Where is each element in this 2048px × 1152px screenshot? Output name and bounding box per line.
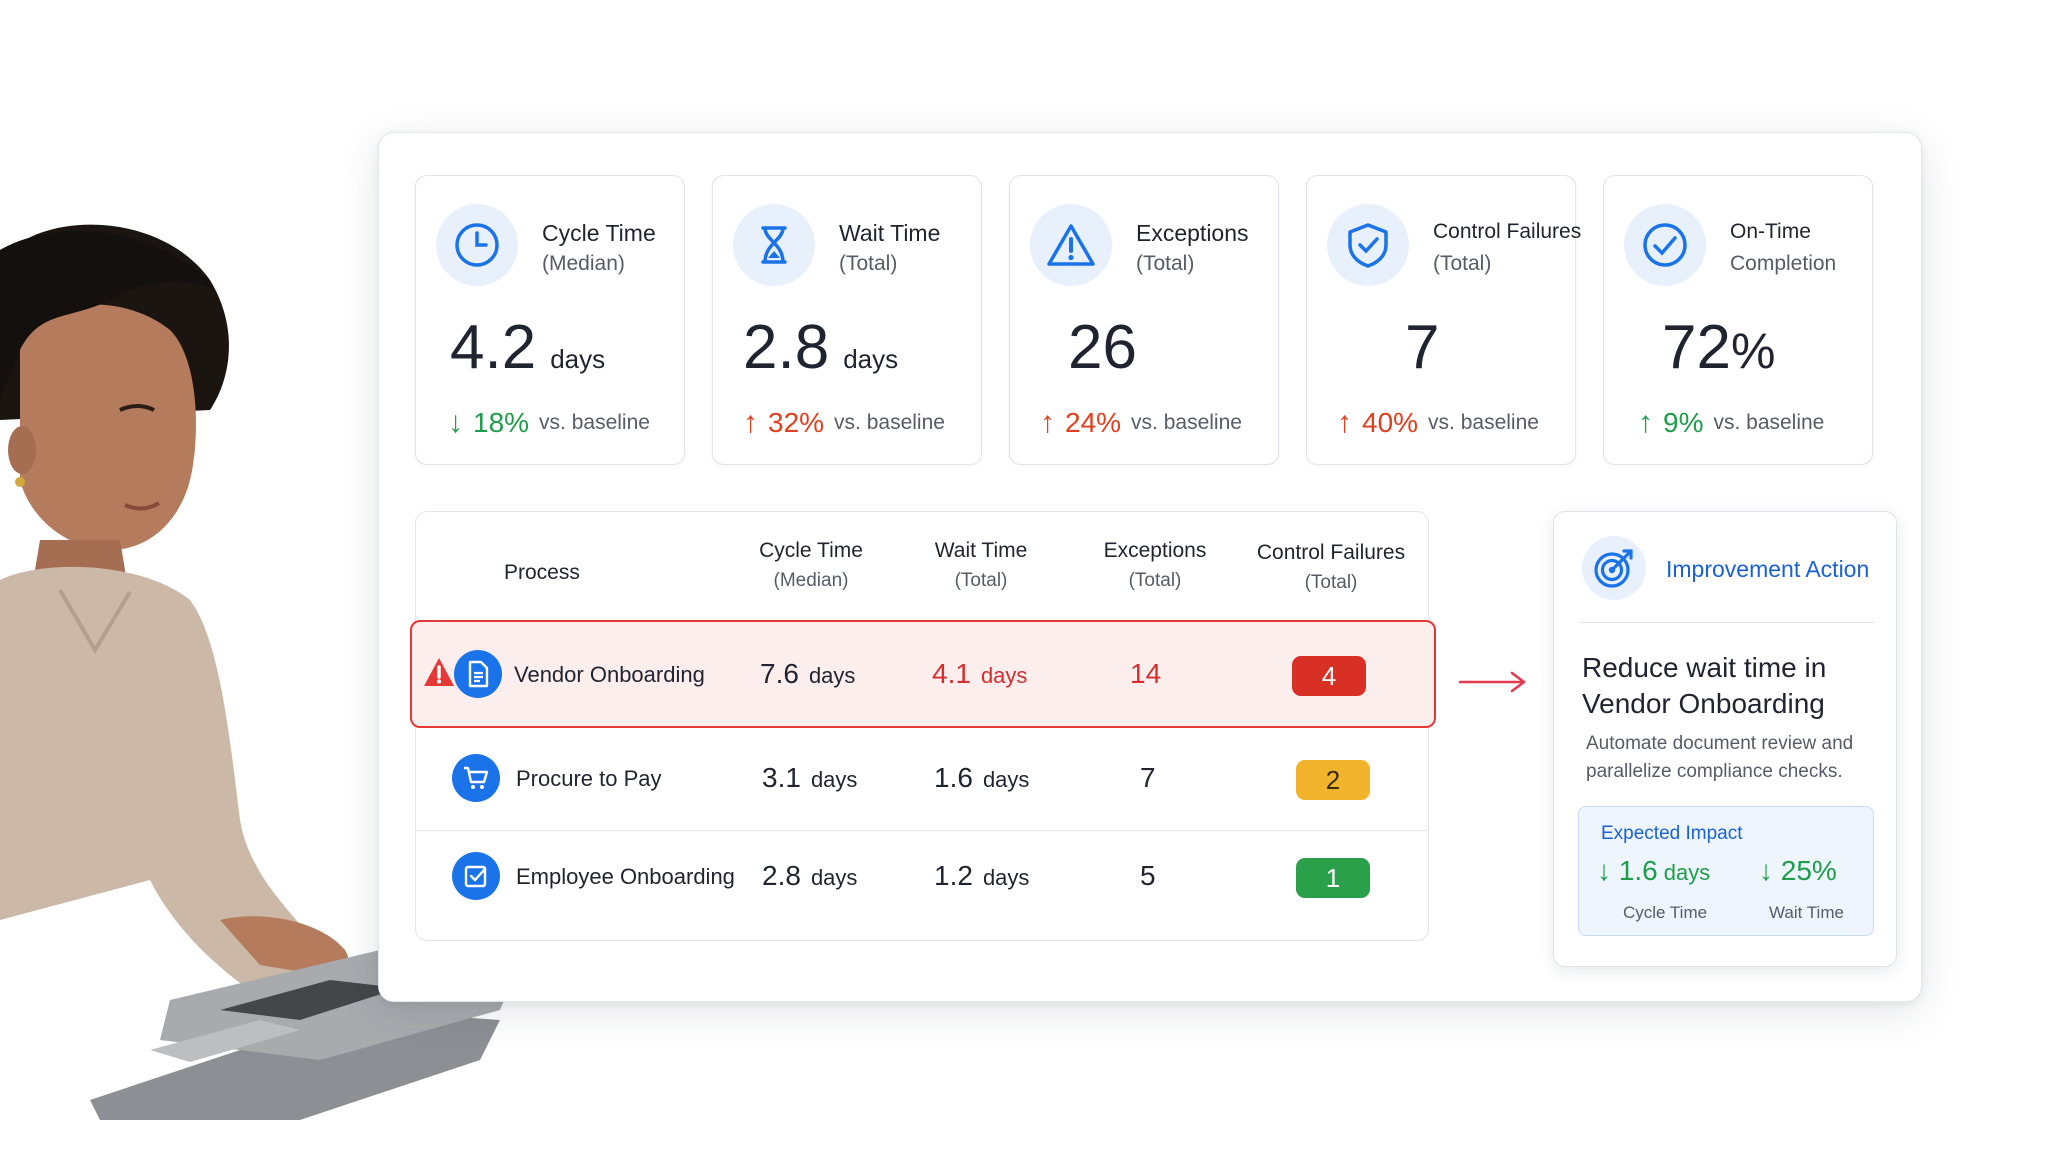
kpi-delta: ↑ 9% vs. baseline [1638,406,1825,439]
control-failures-badge: 2 [1296,760,1370,800]
exceptions-value: 14 [1130,658,1162,689]
kpi-subtitle: Completion [1730,252,1837,275]
impact-cycle-value: ↓ 1.6 days [1597,855,1711,886]
kpi-card-wait-time[interactable]: Wait Time (Total) 2.8 days ↑ 32% vs. baseli… [712,175,982,465]
kpi-card-cycle-time[interactable]: Cycle Time (Median) 4.2 days ↓ 18% vs. base… [415,175,685,465]
impact-title: Expected Impact [1601,823,1743,844]
kpi-title: On-Time [1730,220,1811,243]
action-title: Improvement Action [1666,556,1870,582]
checkbox-icon [452,852,500,900]
kpi-delta: ↓ 18% vs. baseline [448,406,650,439]
cycle-time-value: 2.8 days [762,860,858,891]
kpi-value: 2.8 days [743,313,899,382]
kpi-value: 7 [1405,313,1440,382]
cycle-time-value: 7.6 days [760,658,856,689]
kpi-title: Cycle Time [542,220,656,246]
column-header-process[interactable]: Process [504,561,580,584]
expected-impact-box: Expected Impact ↓ 1.6 days Cycle Time ↓ 2… [1578,806,1874,936]
arrow-up-icon: ↑ [1040,406,1055,439]
kpi-subtitle: (Median) [542,252,625,275]
control-failures-badge: 1 [1296,858,1370,898]
column-header-exceptions[interactable]: Exceptions (Total) [1103,539,1207,591]
shield-icon [1327,204,1409,286]
process-name: Employee Onboarding [516,864,735,889]
process-name: Vendor Onboarding [514,662,705,687]
cycle-time-value: 3.1 days [762,762,858,793]
alert-icon [424,658,454,686]
person-at-laptop-illustration [0,224,520,1120]
wait-time-value: 4.1 days [932,658,1028,689]
exceptions-value: 5 [1140,860,1156,891]
table-row-highlighted[interactable]: Vendor Onboarding 7.6 days 4.1 days 14 4 [410,620,1436,728]
target-icon [1582,536,1646,600]
kpi-title: Exceptions [1136,220,1249,246]
kpi-delta: ↑ 24% vs. baseline [1040,406,1242,439]
process-name: Procure to Pay [516,766,662,791]
column-header-cycle-time[interactable]: Cycle Time (Median) [759,539,863,591]
table-row[interactable]: Employee Onboarding 2.8 days 1.2 days 5 1 [416,832,1428,934]
column-header-wait-time[interactable]: Wait Time (Total) [934,539,1028,591]
document-icon [454,650,502,698]
arrow-down-icon: ↓ [1597,855,1619,886]
kpi-subtitle: (Total) [839,252,898,275]
table-row[interactable]: Procure to Pay 3.1 days 1.6 days 7 2 [416,730,1428,832]
dashboard-panel: Cycle Time (Median) 4.2 days ↓ 18% vs. base… [378,132,1922,1002]
process-table: Process Cycle Time (Median) Wait Time (Tot… [410,511,1436,941]
impact-cycle-label: Cycle Time [1623,903,1708,922]
arrow-up-icon: ↑ [1638,406,1653,439]
kpi-subtitle: (Total) [1433,252,1492,275]
control-failures-badge: 4 [1292,656,1366,696]
cart-icon [452,754,500,802]
impact-wait-value: ↓ 25% [1759,855,1837,886]
wait-time-value: 1.2 days [934,860,1030,891]
row-divider [416,830,1428,831]
arrow-down-icon: ↓ [448,406,463,439]
connector-arrow-icon [1458,671,1526,693]
kpi-title: Wait Time [839,220,941,246]
action-headline: Reduce wait time in Vendor Onboarding [1582,652,1827,719]
kpi-value: 72% [1662,313,1776,382]
arrow-up-icon: ↑ [1337,406,1352,439]
clock-icon [436,204,518,286]
column-header-control-failures[interactable]: Control Failures (Total) [1256,541,1406,593]
kpi-title: Control Failures [1433,220,1582,243]
arrow-down-icon: ↓ [1759,855,1781,886]
kpi-card-control-failures[interactable]: Control Failures (Total) 7 ↑ 40% vs. basel… [1306,175,1581,465]
kpi-delta: ↑ 40% vs. baseline [1337,406,1539,439]
kpi-value: 4.2 days [450,313,606,382]
improvement-action-card[interactable]: Improvement Action Reduce wait time in V… [1553,511,1897,967]
kpi-subtitle: (Total) [1136,252,1195,275]
action-description: Automate document review and parallelize… [1586,733,1854,782]
kpi-card-on-time-completion[interactable]: On-Time Completion 72% ↑ 9% vs. baseline [1603,175,1873,465]
hourglass-icon [733,204,815,286]
impact-wait-label: Wait Time [1769,903,1844,922]
divider [1580,622,1874,623]
exceptions-value: 7 [1140,762,1156,793]
check-circle-icon [1624,204,1706,286]
arrow-up-icon: ↑ [743,406,758,439]
warning-icon [1030,204,1112,286]
kpi-card-exceptions[interactable]: Exceptions (Total) 26 ↑ 24% vs. baseline [1009,175,1279,465]
wait-time-value: 1.6 days [934,762,1030,793]
kpi-delta: ↑ 32% vs. baseline [743,406,945,439]
kpi-value: 26 [1068,313,1137,382]
